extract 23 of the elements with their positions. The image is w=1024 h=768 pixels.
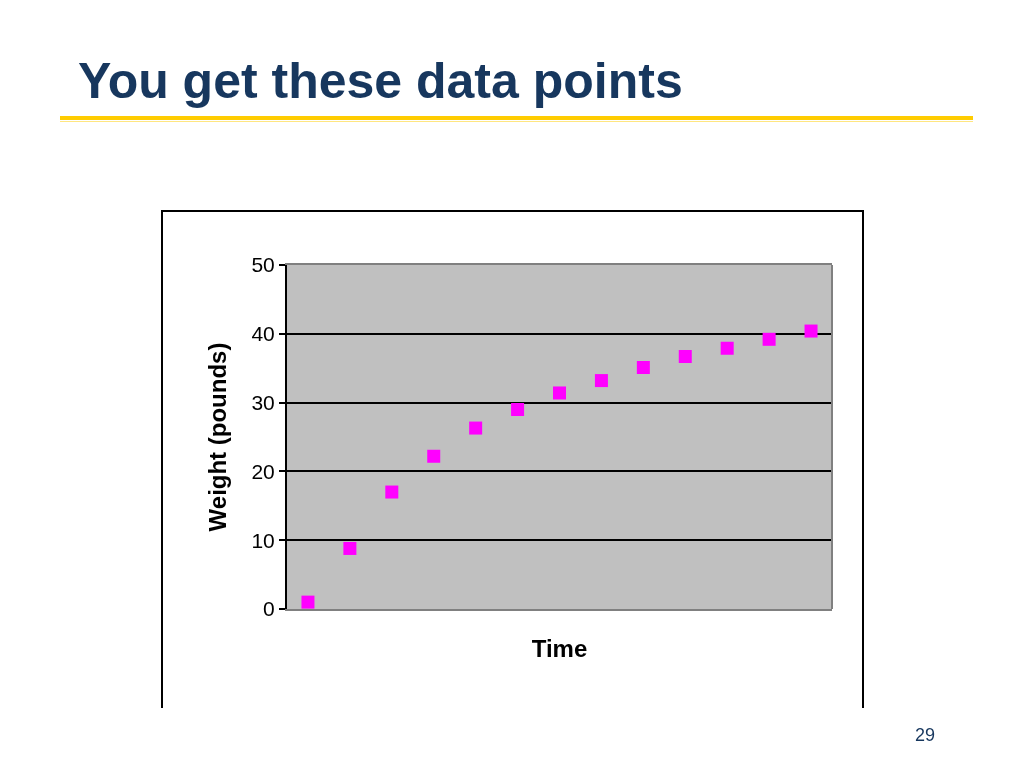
point [427,449,441,463]
point [301,595,315,609]
point [762,332,776,346]
y-tick-label: 50 [251,253,275,277]
y-tick-label: 20 [251,459,275,483]
point [636,361,650,375]
point [678,350,692,363]
point [385,485,399,499]
y-tick-label: 30 [251,390,275,414]
x-axis-title: Time [531,634,588,662]
point [720,341,734,355]
text: 29 [915,725,936,745]
point [343,541,357,555]
point [511,402,525,416]
y-tick-label: 0 [263,597,275,621]
y-tick-label: 40 [251,322,275,346]
y-tick-label: 10 [251,528,275,552]
y-axis-title: Weight (pounds) [204,342,232,532]
chart-title: You get these data points [78,52,683,109]
point [553,386,566,400]
point [594,374,608,388]
point [469,421,483,435]
point [804,324,818,338]
